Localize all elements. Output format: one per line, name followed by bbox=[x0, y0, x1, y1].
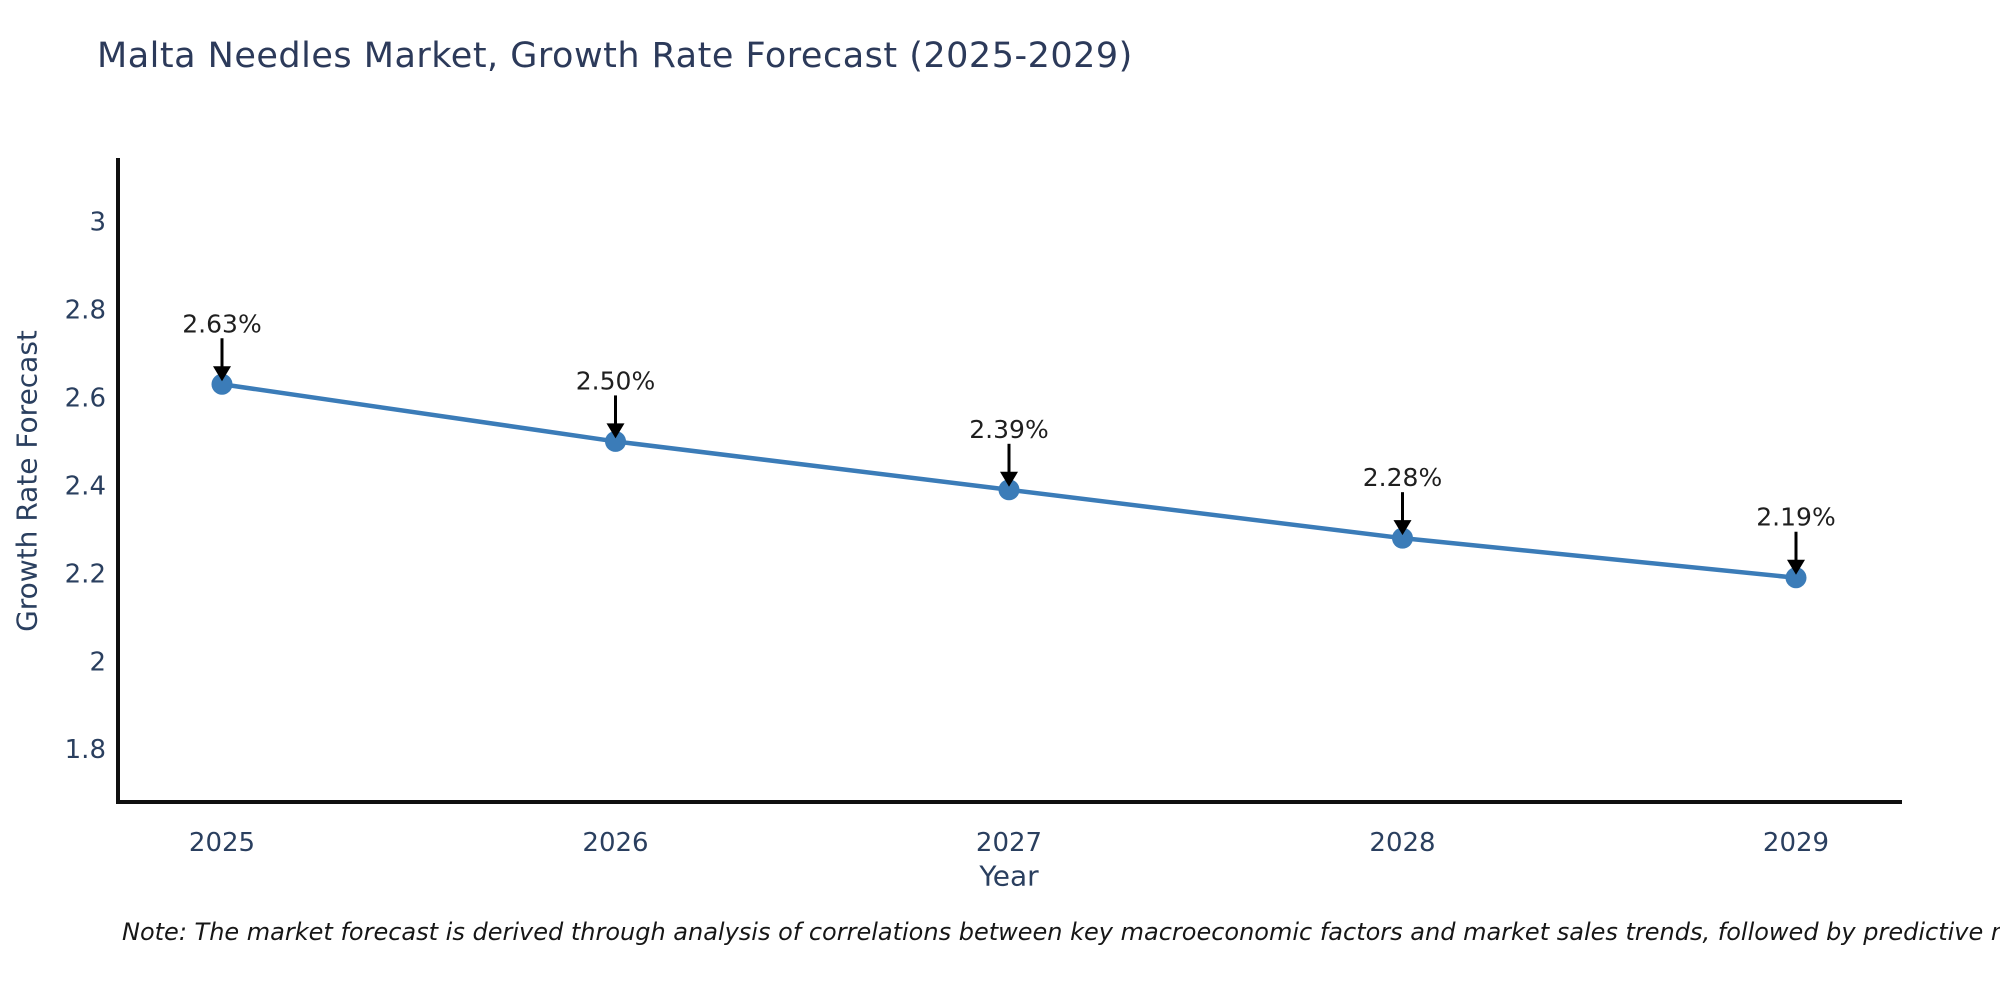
y-tick-label: 2.6 bbox=[65, 383, 106, 413]
annotation-label: 2.39% bbox=[969, 415, 1048, 444]
y-tick-label: 3 bbox=[89, 208, 106, 238]
data-point-marker[interactable] bbox=[211, 373, 233, 395]
y-tick-label: 2.4 bbox=[65, 471, 106, 501]
annotation-label: 2.28% bbox=[1363, 463, 1442, 492]
x-tick-label: 2025 bbox=[189, 828, 255, 858]
y-tick-label: 2 bbox=[89, 647, 106, 677]
annotation-arrowhead-icon bbox=[1000, 471, 1018, 487]
annotation-label: 2.50% bbox=[576, 366, 655, 395]
y-tick-label: 2.8 bbox=[65, 296, 106, 326]
annotation-arrowhead-icon bbox=[606, 423, 625, 439]
data-point-marker[interactable] bbox=[998, 479, 1020, 501]
footnote: Note: The market forecast is derived thr… bbox=[122, 918, 2000, 946]
x-axis-title: Year bbox=[979, 859, 1039, 893]
y-tick-label: 1.8 bbox=[65, 735, 106, 765]
annotation-label: 2.63% bbox=[182, 309, 261, 338]
y-tick-label: 2.2 bbox=[65, 559, 106, 589]
annotation-arrowhead-icon bbox=[213, 366, 231, 382]
annotation-arrowhead-icon bbox=[1393, 520, 1412, 536]
x-tick-label: 2028 bbox=[1369, 828, 1435, 858]
x-tick-label: 2027 bbox=[976, 828, 1042, 858]
annotation-label: 2.19% bbox=[1756, 503, 1835, 532]
x-tick-label: 2029 bbox=[1763, 828, 1829, 858]
x-tick-label: 2026 bbox=[582, 828, 648, 858]
chart-title: Malta Needles Market, Growth Rate Foreca… bbox=[97, 36, 1133, 76]
axis-lines bbox=[116, 158, 1902, 804]
data-point-marker[interactable] bbox=[1785, 567, 1807, 589]
data-point-marker[interactable] bbox=[1392, 527, 1413, 549]
data-point-marker[interactable] bbox=[605, 430, 626, 452]
annotation-arrowhead-icon bbox=[1787, 559, 1805, 575]
